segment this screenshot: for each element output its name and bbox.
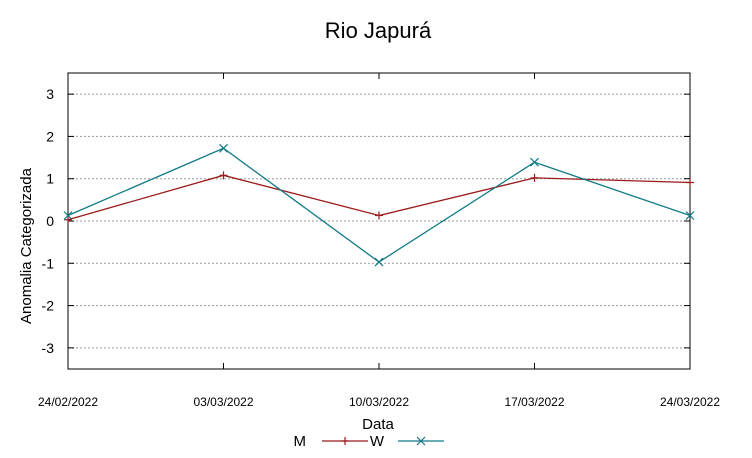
y-axis-label: Anomalia Categorizada — [18, 167, 35, 324]
chart-title: Rio Japurá — [325, 18, 432, 43]
data-point-W — [219, 143, 228, 153]
x-axis: 24/02/2022 03/03/2022 10/03/2022 17/03/2022… — [38, 73, 720, 409]
grid — [68, 93, 690, 349]
data-point-W — [374, 257, 384, 267]
data-point-M — [219, 171, 228, 180]
data-point-W — [63, 211, 73, 220]
series-line-W — [67, 147, 691, 263]
y-tick-label: -3 — [42, 340, 55, 356]
y-axis: 3 2 1 0 -1 -2 -3 — [42, 86, 690, 356]
legend-label-W: W — [370, 433, 385, 450]
y-tick-label: 3 — [46, 86, 54, 102]
x-tick-label: 17/03/2022 — [504, 395, 564, 409]
y-tick-label: -2 — [42, 298, 55, 314]
series-M — [64, 171, 694, 224]
marker-x — [685, 211, 695, 220]
data-point-M — [375, 211, 383, 220]
marker-x — [219, 143, 228, 153]
marker-x — [63, 211, 73, 220]
y-tick-label: 0 — [46, 213, 54, 229]
x-tick-label: 24/03/2022 — [660, 395, 720, 409]
marker-x — [374, 257, 384, 267]
data-point-M — [64, 215, 72, 224]
x-axis-label: Data — [362, 416, 394, 433]
x-tick-label: 03/03/2022 — [193, 395, 253, 409]
y-tick-label: 1 — [46, 171, 54, 187]
legend-label-M: M — [294, 433, 307, 450]
y-tick-label: -1 — [42, 255, 55, 271]
data-point-W — [685, 211, 695, 220]
marker-x — [530, 157, 539, 167]
data-point-W — [530, 157, 539, 167]
data-point-M — [530, 173, 539, 182]
x-tick-label: 10/03/2022 — [349, 395, 409, 409]
data-point-M — [686, 178, 694, 187]
series-group — [63, 143, 695, 267]
series-W — [63, 143, 695, 267]
legend-marker-W — [416, 436, 426, 446]
y-tick-label: 2 — [46, 128, 54, 144]
x-tick-label: 24/02/2022 — [38, 395, 98, 409]
